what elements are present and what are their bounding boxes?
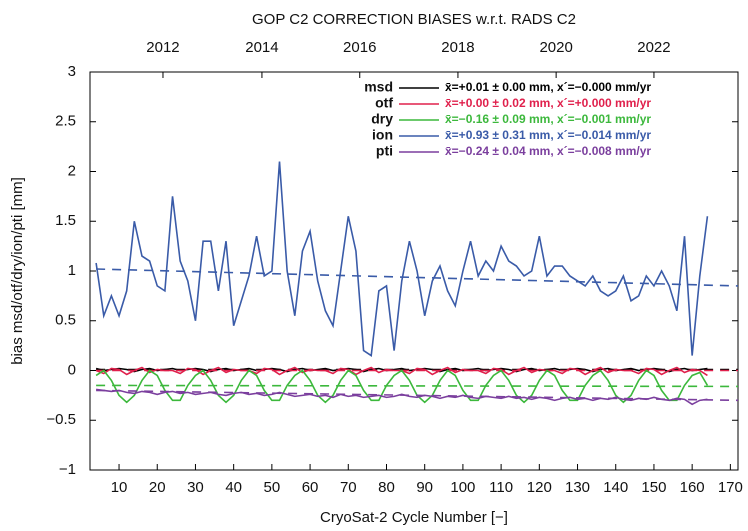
legend-label: otf bbox=[375, 95, 393, 111]
x-tick-label: 140 bbox=[603, 479, 628, 496]
legend-stats: x̄=+0.93 ± 0.31 mm, x´=−0.014 mm/yr bbox=[445, 128, 651, 142]
x-tick-label: 70 bbox=[340, 479, 357, 496]
x-tick-label: 30 bbox=[187, 479, 204, 496]
y-tick-label: 2 bbox=[68, 162, 76, 179]
y-tick-label: −0.5 bbox=[46, 411, 76, 428]
plot-area bbox=[95, 161, 738, 406]
x-tick-label: 20 bbox=[149, 479, 166, 496]
y-tick-label: 2.5 bbox=[55, 113, 76, 130]
x-tick-label: 120 bbox=[527, 479, 552, 496]
x-tick-label: 50 bbox=[264, 479, 281, 496]
legend-stats: x̄=+0.00 ± 0.02 mm, x´=+0.000 mm/yr bbox=[445, 96, 651, 110]
legend-label: msd bbox=[364, 79, 393, 95]
x-tick-label: 170 bbox=[718, 479, 743, 496]
x2-tick-label: 2018 bbox=[441, 39, 474, 56]
chart-title: GOP C2 CORRECTION BIASES w.r.t. RADS C2 bbox=[252, 11, 576, 28]
x-tick-label: 90 bbox=[416, 479, 433, 496]
legend-stats: x̄=+0.01 ± 0.00 mm, x´=−0.000 mm/yr bbox=[445, 80, 651, 94]
series-line bbox=[95, 367, 708, 373]
x-tick-label: 130 bbox=[565, 479, 590, 496]
trend-line bbox=[96, 384, 738, 388]
series-line bbox=[96, 388, 708, 406]
y-axis-label: bias msd/otf/dry/ion/pti [mm] bbox=[9, 177, 26, 365]
x2-tick-label: 2012 bbox=[146, 39, 179, 56]
x-axis-label: CryoSat-2 Cycle Number [−] bbox=[320, 509, 508, 526]
trend-line bbox=[96, 389, 738, 402]
y-tick-label: 1.5 bbox=[55, 212, 76, 229]
x-tick-label: 160 bbox=[680, 479, 705, 496]
x-tick-label: 100 bbox=[450, 479, 475, 496]
x2-tick-label: 2014 bbox=[245, 39, 278, 56]
x2-tick-label: 2020 bbox=[539, 39, 572, 56]
x2-tick-label: 2016 bbox=[343, 39, 376, 56]
legend-label: ion bbox=[372, 127, 393, 143]
series-line bbox=[95, 161, 709, 357]
y-tick-label: 0 bbox=[68, 361, 76, 378]
legend-stats: x̄=−0.16 ± 0.09 mm, x´=−0.001 mm/yr bbox=[445, 112, 651, 126]
y-tick-label: 1 bbox=[68, 262, 76, 279]
x-tick-label: 40 bbox=[225, 479, 242, 496]
x-tick-label: 60 bbox=[302, 479, 319, 496]
y-tick-label: 0.5 bbox=[55, 312, 76, 329]
y-tick-label: 3 bbox=[68, 63, 76, 80]
legend-label: dry bbox=[371, 111, 393, 127]
legend-stats: x̄=−0.24 ± 0.04 mm, x´=−0.008 mm/yr bbox=[445, 144, 651, 158]
x-tick-label: 150 bbox=[641, 479, 666, 496]
y-tick-label: −1 bbox=[59, 461, 76, 478]
x2-tick-label: 2022 bbox=[637, 39, 670, 56]
series-line bbox=[95, 369, 709, 404]
legend-label: pti bbox=[376, 143, 393, 159]
x-tick-label: 80 bbox=[378, 479, 395, 496]
x-tick-label: 10 bbox=[111, 479, 128, 496]
trend-line bbox=[96, 268, 738, 287]
x-tick-label: 110 bbox=[489, 479, 513, 496]
